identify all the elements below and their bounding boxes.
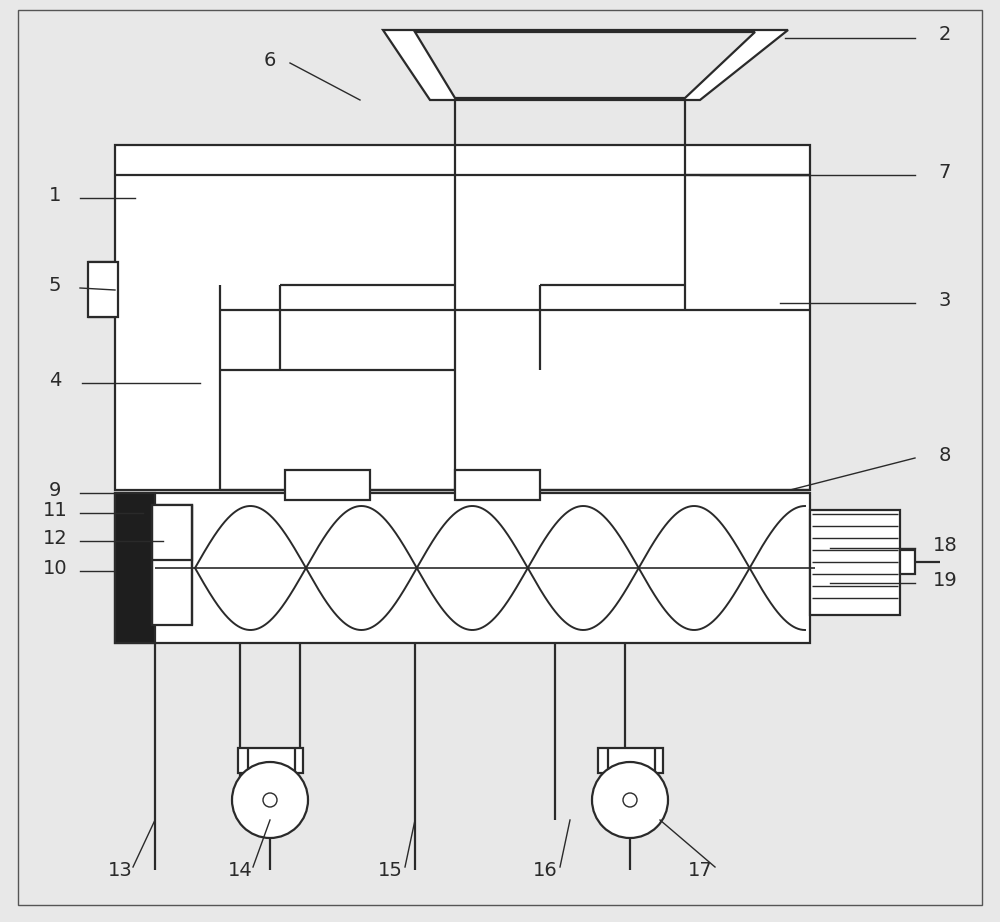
Bar bbox=[455, 470, 540, 500]
Bar bbox=[238, 748, 303, 773]
Bar bbox=[115, 493, 155, 643]
Text: 15: 15 bbox=[378, 860, 402, 880]
Circle shape bbox=[263, 793, 277, 807]
Text: 19: 19 bbox=[933, 571, 957, 589]
Text: 14: 14 bbox=[228, 860, 252, 880]
Polygon shape bbox=[415, 32, 755, 98]
Text: 3: 3 bbox=[939, 290, 951, 310]
Text: 12: 12 bbox=[43, 528, 67, 548]
Bar bbox=[900, 550, 915, 574]
Circle shape bbox=[592, 762, 668, 838]
Polygon shape bbox=[383, 30, 788, 100]
Bar bbox=[152, 505, 192, 625]
Bar bbox=[285, 470, 370, 500]
Text: 17: 17 bbox=[688, 860, 712, 880]
Bar bbox=[598, 748, 663, 773]
Text: 6: 6 bbox=[264, 51, 276, 69]
Text: 11: 11 bbox=[43, 501, 67, 519]
Text: 7: 7 bbox=[939, 162, 951, 182]
Text: 9: 9 bbox=[49, 480, 61, 500]
Text: 8: 8 bbox=[939, 445, 951, 465]
Text: 4: 4 bbox=[49, 371, 61, 389]
Text: 2: 2 bbox=[939, 26, 951, 44]
Text: 18: 18 bbox=[933, 536, 957, 554]
Circle shape bbox=[623, 793, 637, 807]
Text: 10: 10 bbox=[43, 559, 67, 577]
Text: 13: 13 bbox=[108, 860, 132, 880]
Bar bbox=[115, 145, 810, 490]
Bar bbox=[152, 505, 192, 560]
Text: 5: 5 bbox=[49, 276, 61, 294]
Text: 16: 16 bbox=[533, 860, 557, 880]
Bar bbox=[88, 262, 118, 317]
Bar bbox=[810, 510, 900, 615]
Circle shape bbox=[232, 762, 308, 838]
Text: 1: 1 bbox=[49, 185, 61, 205]
Bar bbox=[115, 493, 810, 643]
